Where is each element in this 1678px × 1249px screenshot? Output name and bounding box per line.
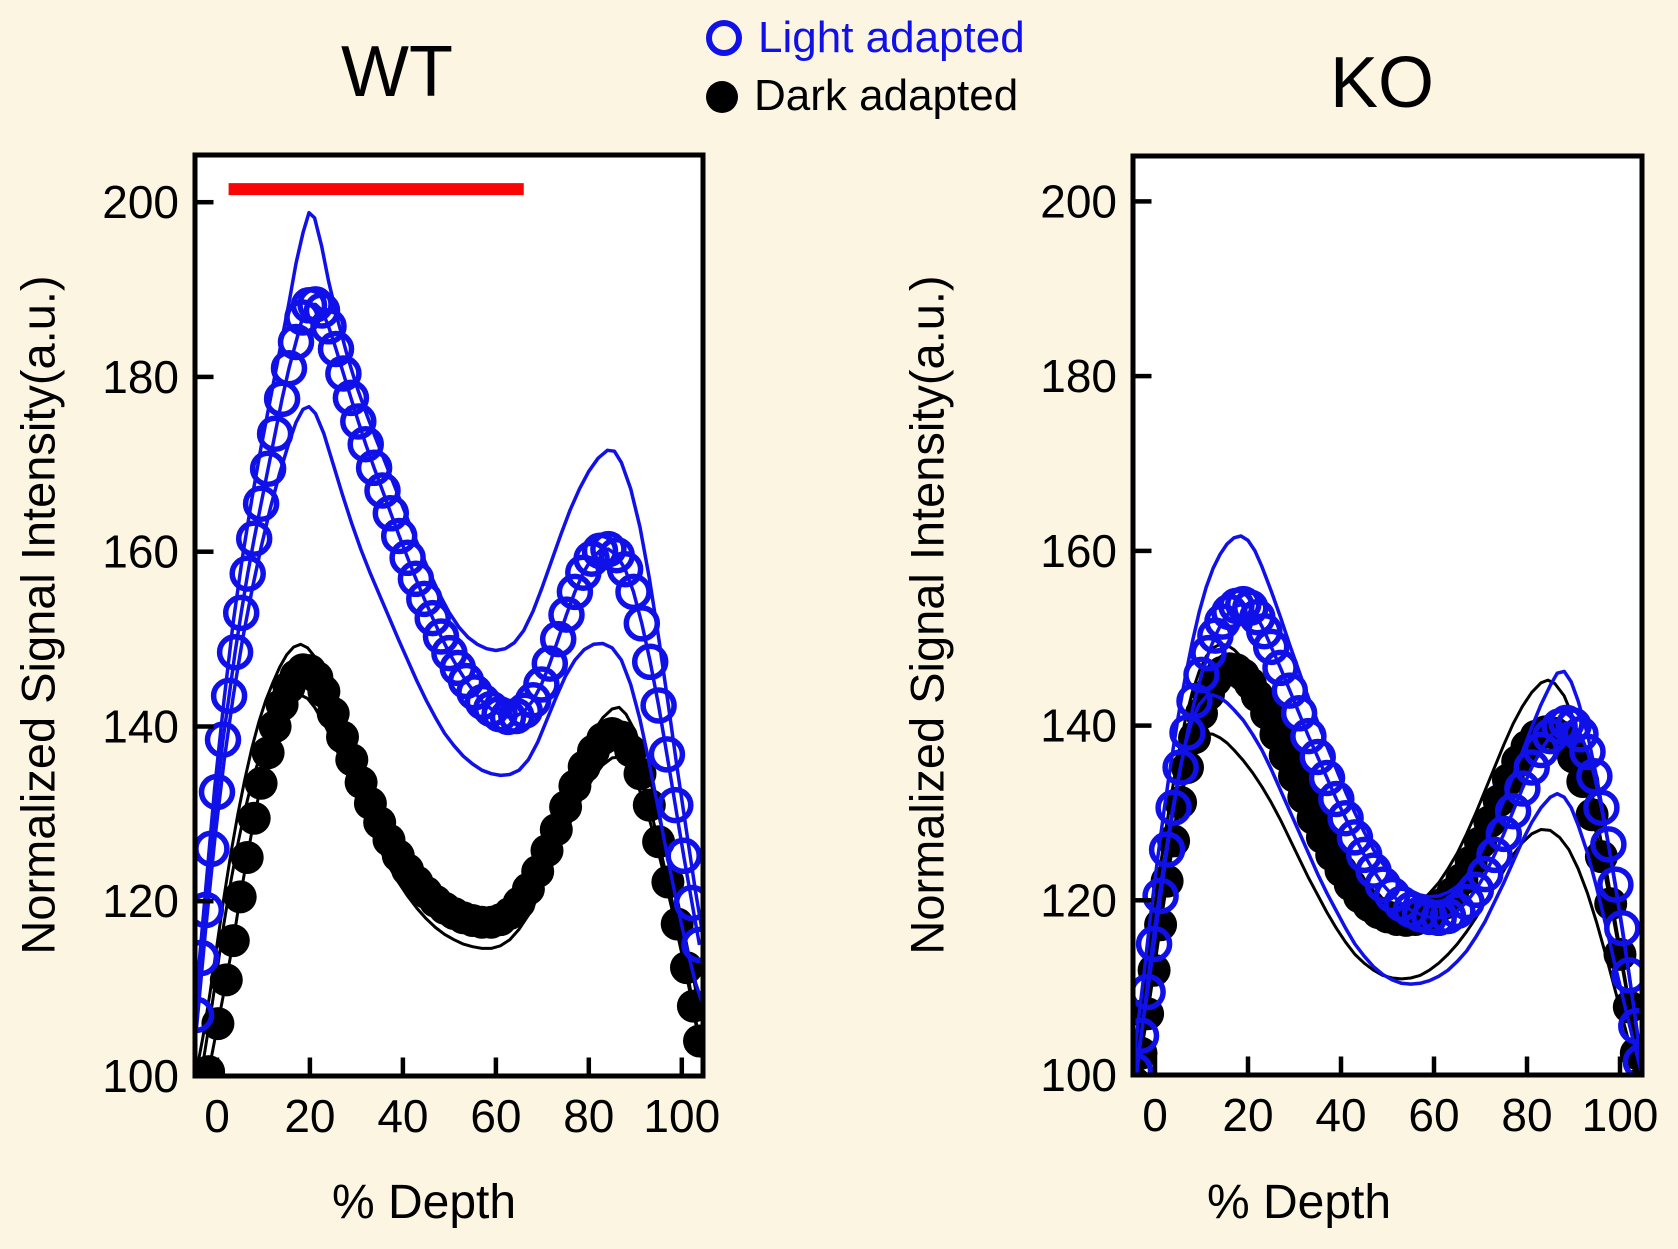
wt-ticks: 0 20 40 60 80 100 100 120 140 160 180 200 — [102, 176, 720, 1142]
ko-y-tick-label: 180 — [1040, 350, 1117, 402]
ko-y-tick-label: 120 — [1040, 874, 1117, 926]
filled-circle-icon — [706, 80, 738, 113]
ko-y-tick-label: 100 — [1040, 1049, 1117, 1101]
wt-x-tick-label: 0 — [204, 1090, 230, 1142]
wt-y-tick-label: 100 — [102, 1050, 179, 1102]
legend-item-light-adapted: Light adapted — [706, 13, 1025, 62]
ko-y-tick-label: 140 — [1040, 700, 1117, 752]
legend: Light adapted Dark adapted — [706, 13, 1025, 121]
ko-ticks: 0 20 40 60 80 100 100 120 140 160 180 200 — [1040, 175, 1658, 1141]
wt-y-tick-label: 140 — [102, 701, 179, 753]
ko-x-tick-label: 60 — [1408, 1089, 1459, 1141]
legend-label-light-adapted: Light adapted — [758, 13, 1025, 62]
ko-panel: 0 20 40 60 80 100 100 120 140 160 180 200 — [1040, 153, 1658, 1141]
y-axis-label-ko: Normalized Signal Intensity(a.u.) — [900, 275, 954, 955]
wt-x-tick-label: 80 — [563, 1090, 614, 1142]
legend-label-dark-adapted: Dark adapted — [754, 71, 1019, 121]
ko-x-tick-label: 100 — [1582, 1089, 1659, 1141]
panel-title-ko: KO — [1329, 43, 1435, 123]
ko-plot-frame — [1130, 153, 1645, 1078]
wt-panel: 0 20 40 60 80 100 100 120 140 160 180 200 — [102, 152, 720, 1142]
y-axis-label-wt: Normalized Signal Intensity(a.u.) — [11, 275, 65, 955]
ko-y-tick-label: 200 — [1040, 175, 1117, 227]
ko-x-tick-label: 20 — [1222, 1089, 1273, 1141]
ko-x-tick-label: 0 — [1142, 1089, 1168, 1141]
wt-light-adapted-series — [196, 286, 702, 1034]
ko-x-tick-label: 40 — [1315, 1089, 1366, 1141]
wt-y-tick-label: 180 — [102, 351, 179, 403]
panel-title-wt: WT — [341, 32, 453, 112]
ko-light-upper-sd-series — [1134, 534, 1641, 1058]
ko-light-adapted-series — [1134, 585, 1641, 1074]
wt-y-tick-label: 160 — [102, 526, 179, 578]
ko-y-tick-label: 160 — [1040, 525, 1117, 577]
x-axis-label-wt: % Depth — [331, 1176, 517, 1229]
ko-data-layer — [1134, 534, 1641, 1074]
wt-x-tick-label: 40 — [377, 1090, 428, 1142]
wt-plot-frame — [192, 152, 706, 1079]
wt-x-tick-label: 60 — [470, 1090, 521, 1142]
ko-light-lower-sd-series — [1134, 693, 1641, 1074]
ko-x-tick-label: 80 — [1501, 1089, 1552, 1141]
wt-x-tick-label: 20 — [284, 1090, 335, 1142]
x-axis-label-ko: % Depth — [1206, 1176, 1392, 1229]
wt-data-layer — [196, 183, 702, 1075]
wt-y-tick-label: 120 — [102, 875, 179, 927]
legend-item-dark-adapted: Dark adapted — [706, 71, 1025, 121]
wt-x-tick-label: 100 — [643, 1090, 720, 1142]
wt-light-upper-sd-series — [196, 210, 702, 998]
wt-dark-adapted-series — [196, 653, 702, 1075]
open-circle-icon — [706, 20, 742, 57]
wt-y-tick-label: 200 — [102, 176, 179, 228]
